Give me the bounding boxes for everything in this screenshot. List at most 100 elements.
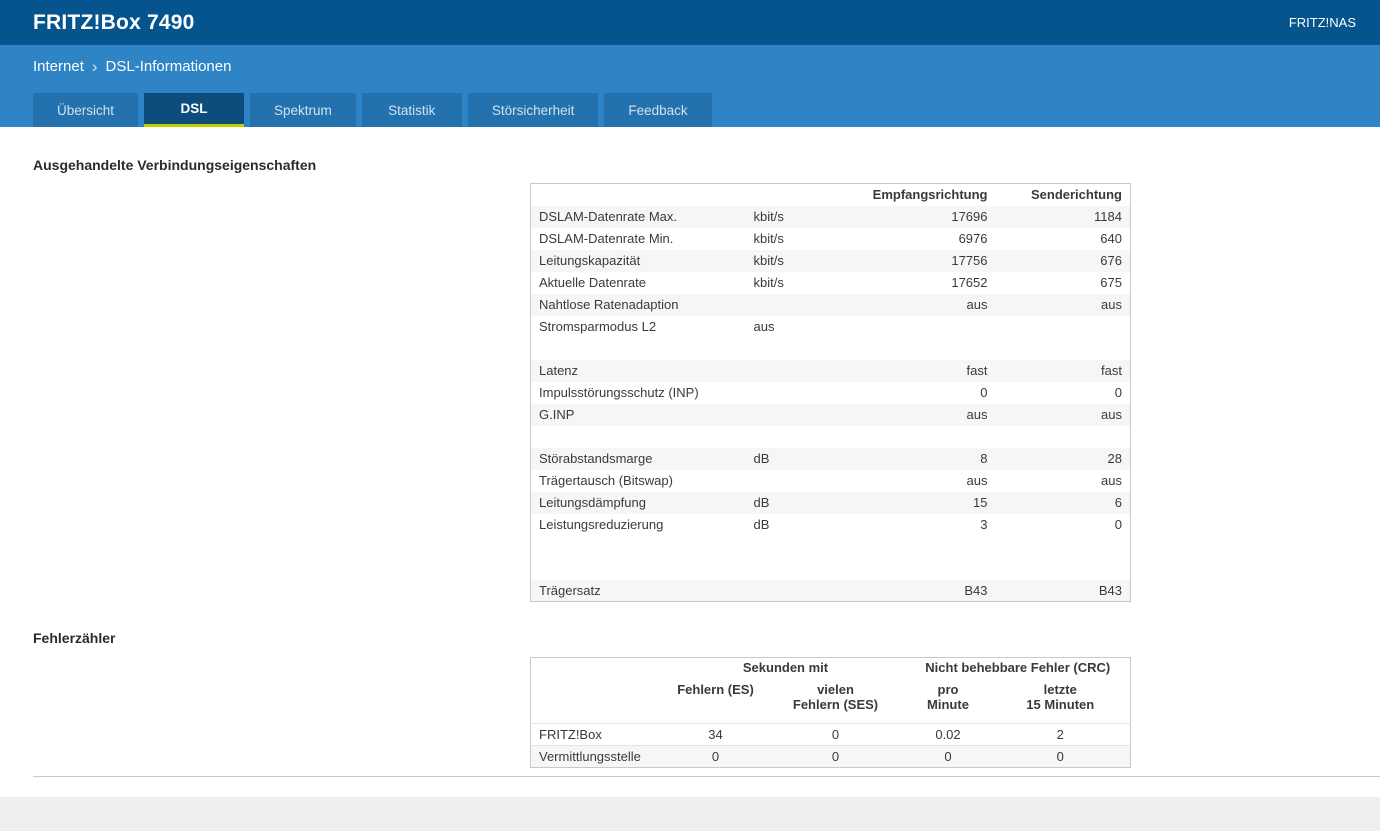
connection-row: Leistungsreduzierung dB 3 0: [531, 514, 1131, 536]
error-col-header-fehlern-es: Fehlern (ES): [677, 681, 754, 697]
group-header-empty: [531, 658, 666, 680]
connection-cell-label: Leitungsdämpfung: [539, 495, 646, 510]
connection-cell-unit: [746, 580, 861, 602]
connection-cell-label: Latenz: [539, 363, 579, 378]
page-footer: [0, 797, 1380, 831]
connection-cell-label: [531, 338, 746, 360]
connection-cell-label: DSLAM-Datenrate Min.: [539, 231, 674, 246]
connection-cell-send: B43: [1098, 582, 1122, 598]
connection-cell-receive: 15: [973, 495, 988, 510]
connection-row: Aktuelle Datenrate kbit/s 17652 675: [531, 272, 1131, 294]
connection-cell-unit: dB: [753, 495, 770, 510]
connection-cell-label: Trägersatz: [539, 582, 601, 598]
connection-cell-label: Trägertausch (Bitswap): [539, 473, 673, 488]
connection-cell-unit: [746, 382, 861, 404]
connection-cell-unit: kbit/s: [753, 253, 784, 268]
tab-ubersicht[interactable]: Übersicht: [33, 93, 139, 127]
connection-cell-receive: 17652: [951, 275, 988, 290]
connection-cell-receive: 17756: [951, 253, 988, 268]
connection-cell-receive: [861, 316, 996, 338]
error-cell-value: 0.02: [935, 727, 961, 742]
connection-row: Trägertausch (Bitswap) aus aus: [531, 470, 1131, 492]
connection-table-body: DSLAM-Datenrate Max. kbit/s 17696 1184 DSLAM…: [530, 205, 1131, 602]
spacer-row: [531, 338, 1131, 360]
connection-cell-unit: [746, 294, 861, 316]
connection-row: Störabstandsmarge dB 8 28: [530, 447, 1131, 470]
connection-cell-label: Leitungskapazität: [539, 253, 641, 268]
connection-cell-receive: 3: [980, 517, 988, 532]
error-row: Vermittlungsstelle 0 0 0 0: [530, 745, 1131, 768]
connection-cell-send: [996, 536, 1131, 558]
error-col-header-pro: pro Minute: [927, 681, 969, 712]
connection-cell-unit: kbit/s: [753, 231, 784, 246]
connection-cell-receive: [861, 558, 996, 580]
connection-cell-receive: B43: [964, 582, 988, 598]
top-header: FRITZ!Box 7490 FRITZ!NAS: [0, 0, 1380, 45]
spacer-row: [531, 536, 1131, 558]
connection-row: DSLAM-Datenrate Min. kbit/s 6976 640: [531, 228, 1131, 250]
breadcrumb: Internet › DSL-Informationen: [0, 45, 1380, 76]
connection-cell-send: aus: [1101, 297, 1122, 312]
content-divider: [33, 776, 1380, 777]
connection-cell-label: Nahtlose Ratenadaption: [539, 297, 679, 312]
connection-cell-send: 0: [1114, 517, 1122, 532]
tab-feedback[interactable]: Feedback: [604, 93, 712, 127]
connection-cell-receive: [861, 426, 996, 448]
tab-statistik[interactable]: Statistik: [361, 93, 462, 127]
connection-cell-label: Störabstandsmarge: [539, 451, 653, 466]
error-cell-value: 0: [1056, 749, 1064, 764]
connection-cell-unit: [746, 404, 861, 426]
column-header-empty: [531, 184, 746, 206]
connection-row: Nahtlose Ratenadaption aus aus: [530, 293, 1131, 316]
fritznas-link[interactable]: FRITZ!NAS: [1288, 15, 1356, 30]
connection-cell-send: 676: [1100, 253, 1122, 268]
tab-storsicherheit[interactable]: Störsicherheit: [467, 93, 599, 127]
connection-cell-label: Aktuelle Datenrate: [539, 275, 646, 290]
connection-cell-label: Impulsstörungsschutz (INP): [539, 385, 699, 400]
error-table: Sekunden mit Nicht behebbare Fehler (CRC…: [530, 657, 1132, 768]
group-header-sekunden: Sekunden mit: [742, 660, 829, 675]
main-content: Ausgehandelte Verbindungseigenschaften E…: [0, 127, 1380, 777]
error-col-header-empty: [531, 680, 666, 724]
connection-cell-send: aus: [1101, 407, 1122, 422]
connection-cell-label: Leistungsreduzierung: [539, 517, 664, 532]
spacer-row: [531, 426, 1131, 448]
connection-cell-label: G.INP: [539, 407, 575, 422]
spacer-row: [531, 558, 1131, 580]
connection-cell-unit: [746, 470, 861, 492]
connection-cell-send: [996, 426, 1131, 448]
error-col-header-vielen: vielen Fehlern (SES): [792, 681, 879, 712]
tab-bar: Übersicht DSL Spektrum Statistik Störsicherh…: [33, 93, 712, 127]
connection-cell-unit: kbit/s: [753, 209, 784, 224]
device-title: FRITZ!Box 7490: [33, 10, 195, 34]
error-table-body: FRITZ!Box 34 0 0.02 2 Vermittlungsstelle 0 0 0 0: [530, 723, 1131, 768]
connection-cell-receive: fast: [966, 363, 988, 378]
connection-cell-unit: aus: [753, 319, 775, 334]
connection-cell-unit: kbit/s: [753, 275, 784, 290]
connection-row: G.INP aus aus: [530, 403, 1131, 426]
connection-cell-send: 28: [1107, 451, 1122, 466]
error-cell-label: Vermittlungsstelle: [539, 749, 641, 764]
connection-cell-label: [531, 558, 746, 580]
connection-cell-receive: 6976: [958, 231, 988, 246]
tab-spektrum[interactable]: Spektrum: [250, 93, 356, 127]
column-header-empfangsrichtung: Empfangsrichtung: [872, 187, 988, 203]
connection-cell-unit: [746, 558, 861, 580]
connection-cell-label: Stromsparmodus L2: [539, 319, 657, 334]
breadcrumb-internet-link[interactable]: Internet: [33, 58, 84, 75]
error-cell-value: 0: [831, 727, 840, 742]
connection-cell-send: 0: [1114, 385, 1122, 400]
connection-cell-send: 6: [1114, 495, 1122, 510]
connection-cell-receive: 0: [980, 385, 988, 400]
error-column-header-row: Fehlern (ES) vielen Fehlern (SES) pro Minu…: [531, 680, 1131, 724]
tab-dsl[interactable]: DSL: [144, 93, 245, 127]
connection-cell-unit: [746, 426, 861, 448]
error-cell-value: 34: [708, 727, 723, 742]
connection-cell-label: DSLAM-Datenrate Max.: [539, 209, 677, 224]
column-header-unit: [746, 184, 861, 206]
connection-cell-send: [996, 316, 1131, 338]
connection-table-header-row: Empfangsrichtung Senderichtung: [531, 184, 1131, 206]
nav-bar: Internet › DSL-Informationen Übersicht DS…: [0, 45, 1380, 127]
connection-cell-send: [996, 558, 1131, 580]
